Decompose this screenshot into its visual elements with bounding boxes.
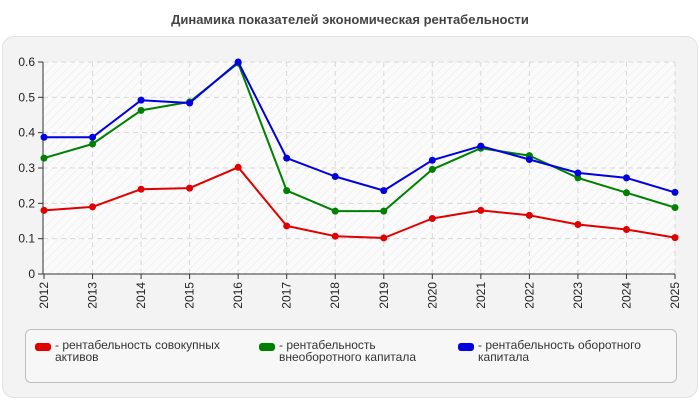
series-1	[40, 163, 679, 242]
data-point[interactable]	[331, 207, 339, 215]
data-point[interactable]	[380, 207, 388, 215]
data-point[interactable]	[40, 133, 48, 141]
series-group	[40, 58, 679, 242]
data-point[interactable]	[574, 221, 582, 229]
data-point[interactable]	[671, 204, 679, 212]
legend-swatch-red	[35, 343, 51, 351]
x-tick-label: 2017	[280, 282, 294, 309]
legend-label: - рентабельность внеоборотного капитала	[279, 339, 416, 363]
data-point[interactable]	[671, 188, 679, 196]
data-point[interactable]	[137, 185, 145, 193]
data-point[interactable]	[186, 184, 194, 192]
data-point[interactable]	[89, 203, 97, 211]
data-point[interactable]	[574, 174, 582, 182]
x-tick-label: 2018	[328, 282, 342, 309]
x-tick-label: 2013	[86, 282, 100, 309]
y-tick-label: 0.3	[18, 161, 35, 175]
legend-label-line1: - рентабельность	[279, 338, 376, 352]
legend-swatch-green	[259, 343, 275, 351]
y-tick-label: 0.4	[18, 126, 35, 140]
data-point[interactable]	[331, 232, 339, 240]
legend-label-line2: внеоборотного капитала	[279, 350, 416, 364]
series-line	[43, 62, 676, 213]
legend-label-line2: капитала	[478, 350, 530, 364]
legend: - рентабельность совокупных активов - ре…	[25, 329, 677, 383]
x-tick-label: 2023	[571, 282, 585, 309]
legend-item-assets[interactable]: - рентабельность совокупных активов	[35, 339, 220, 363]
y-tick-label: 0	[28, 267, 35, 281]
legend-label: - рентабельность совокупных активов	[55, 339, 220, 363]
data-point[interactable]	[380, 187, 388, 195]
data-point[interactable]	[331, 172, 339, 180]
data-point[interactable]	[89, 140, 97, 148]
data-point[interactable]	[40, 206, 48, 214]
data-point[interactable]	[137, 106, 145, 114]
x-tick-label: 2016	[231, 282, 245, 309]
data-point[interactable]	[477, 206, 485, 214]
x-tick-label: 2015	[183, 282, 197, 309]
data-point[interactable]	[622, 174, 630, 182]
y-tick-label: 0.6	[18, 55, 35, 69]
grid-lines	[43, 61, 676, 274]
x-tick-label: 2014	[134, 282, 148, 309]
series-line	[43, 166, 676, 239]
x-tick-label: 2021	[474, 282, 488, 309]
legend-item-noncurrent[interactable]: - рентабельность внеоборотного капитала	[259, 339, 416, 363]
chart-title: Динамика показателей экономическая рента…	[171, 12, 529, 27]
x-tick-label: 2024	[619, 282, 633, 309]
data-point[interactable]	[89, 133, 97, 141]
x-tick-label: 2019	[377, 282, 391, 309]
data-point[interactable]	[137, 96, 145, 104]
x-tick-label: 2020	[425, 282, 439, 309]
x-tick-label: 2025	[668, 282, 682, 309]
legend-label: - рентабельность оборотного капитала	[478, 339, 641, 363]
x-tick-label: 2012	[37, 282, 51, 309]
series-3	[40, 58, 679, 196]
data-point[interactable]	[525, 156, 533, 164]
data-point[interactable]	[186, 99, 194, 107]
data-point[interactable]	[428, 215, 436, 223]
x-tick-label: 2022	[522, 282, 536, 309]
data-point[interactable]	[428, 156, 436, 164]
data-point[interactable]	[234, 163, 242, 171]
data-point[interactable]	[234, 58, 242, 66]
y-axis-ticks: 0 0.1 0.2 0.3 0.4 0.5 0.6	[18, 55, 43, 281]
legend-label-line1: - рентабельность оборотного	[478, 338, 641, 352]
data-point[interactable]	[283, 222, 291, 230]
data-point[interactable]	[671, 234, 679, 242]
x-axis-ticks: 2012 2013 2014 2015 2016 2017 2018 2019 2020 2021…	[37, 274, 682, 309]
data-point[interactable]	[283, 187, 291, 195]
y-tick-label: 0.1	[18, 232, 35, 246]
data-point[interactable]	[380, 234, 388, 242]
data-point[interactable]	[477, 142, 485, 150]
legend-item-current[interactable]: - рентабельность оборотного капитала	[458, 339, 641, 363]
y-tick-label: 0.5	[18, 90, 35, 104]
data-point[interactable]	[525, 211, 533, 219]
legend-label-line2: активов	[55, 350, 99, 364]
data-point[interactable]	[574, 169, 582, 177]
legend-swatch-blue	[458, 343, 474, 351]
series-line	[44, 61, 676, 194]
data-point[interactable]	[622, 225, 630, 233]
legend-label-line1: - рентабельность совокупных	[55, 338, 220, 352]
data-point[interactable]	[40, 154, 48, 162]
data-point[interactable]	[283, 154, 291, 162]
data-point[interactable]	[622, 189, 630, 197]
data-point[interactable]	[428, 165, 436, 173]
y-tick-label: 0.2	[18, 196, 35, 210]
